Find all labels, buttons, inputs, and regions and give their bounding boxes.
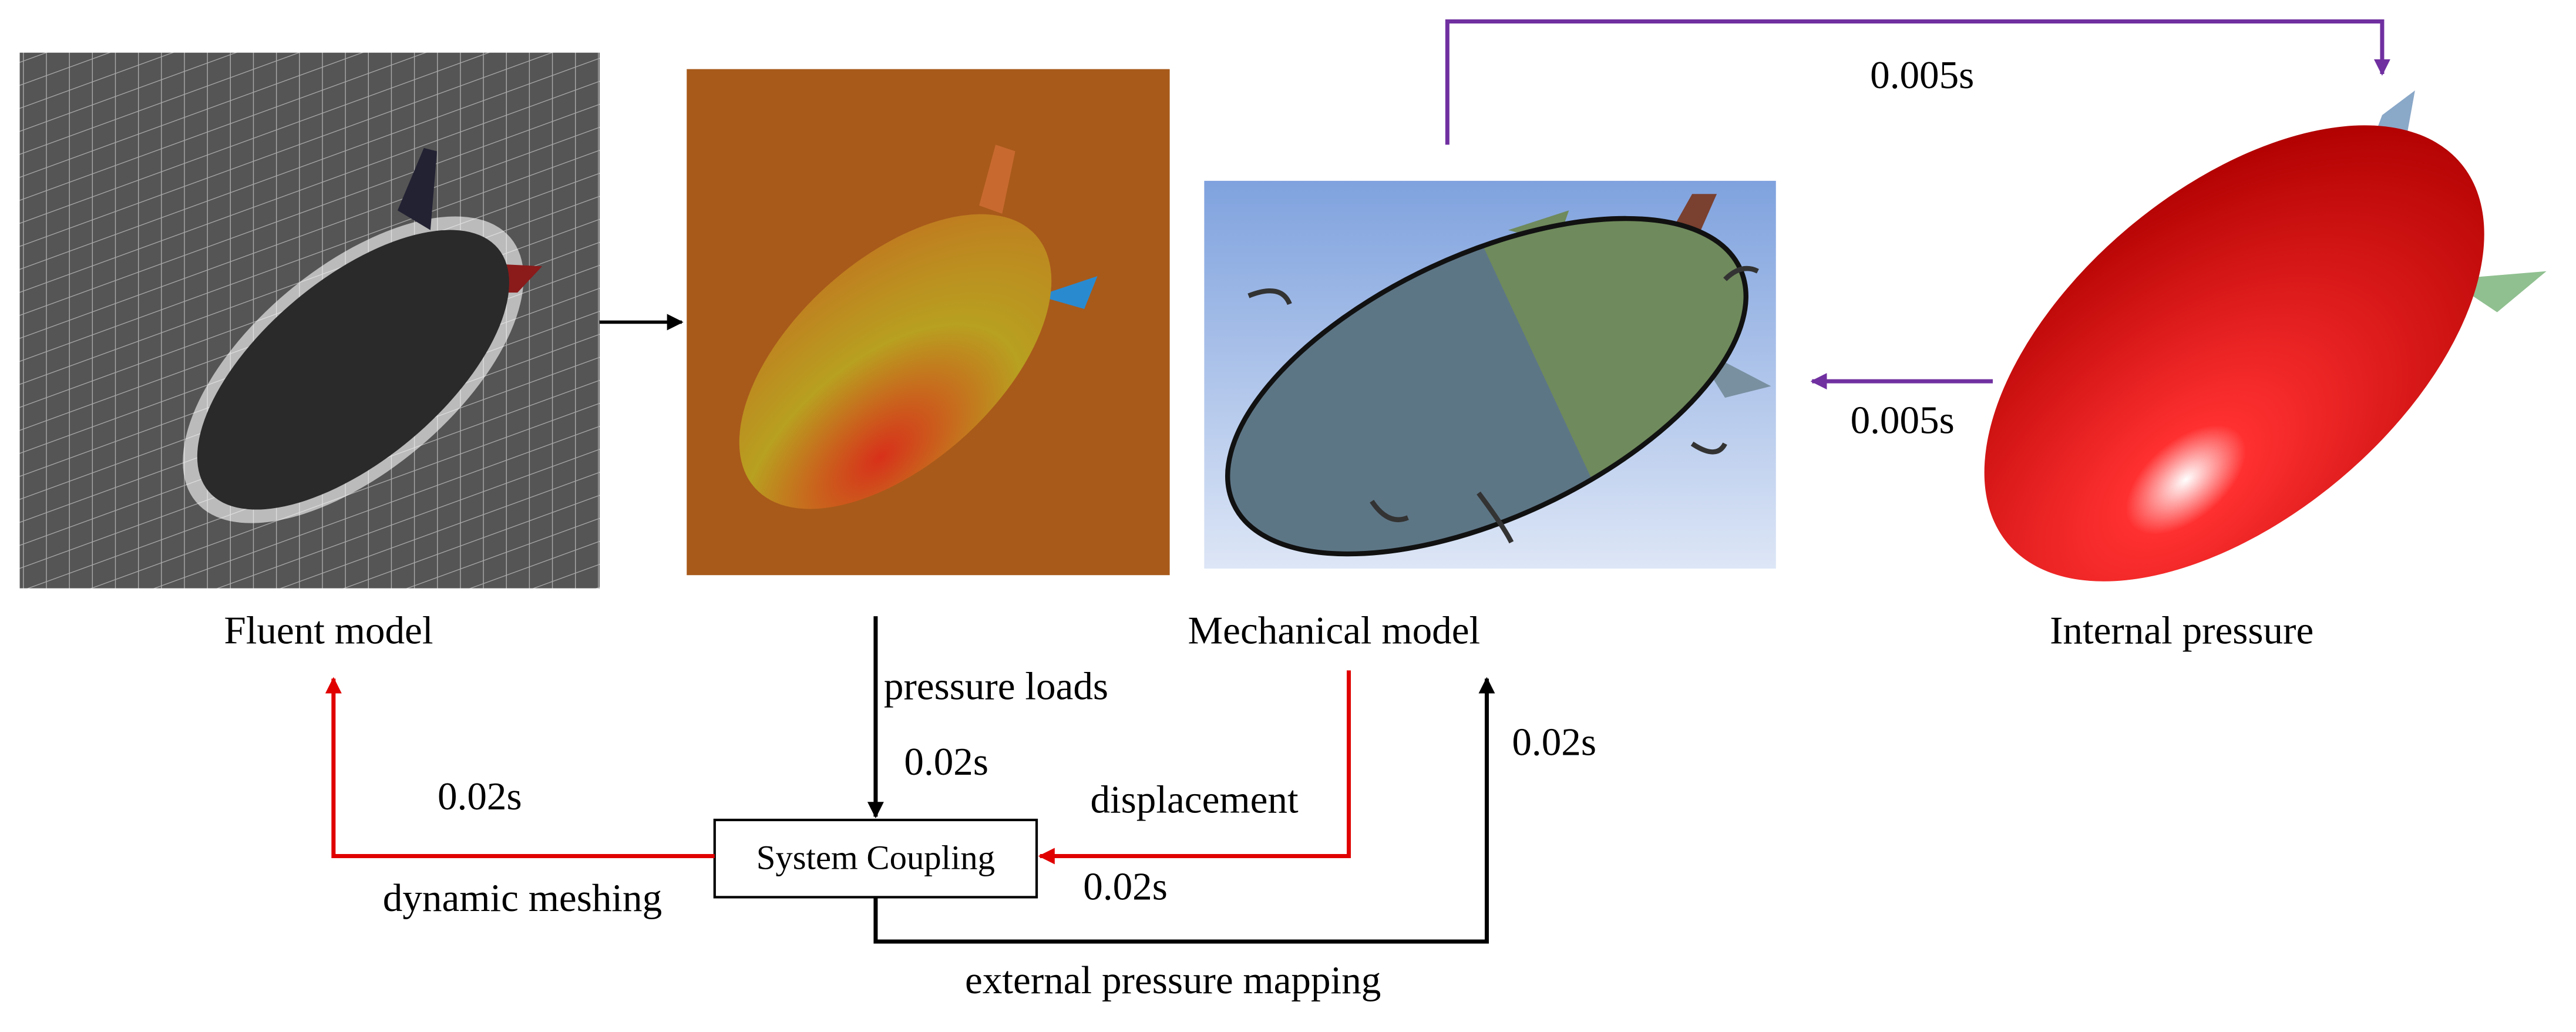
fluent-image (19, 52, 600, 589)
arrow (1038, 670, 1351, 865)
edge-time: 0.005s (1851, 398, 1955, 442)
mechanical-image (1204, 180, 1776, 569)
edge-time: 0.02s (438, 774, 522, 818)
arrow (1445, 19, 2390, 145)
edge-time: 0.02s (1512, 720, 1596, 764)
edge-label: external pressure mapping (965, 958, 1381, 1002)
arrow (873, 677, 1495, 944)
node-label: Fluent model (224, 608, 433, 652)
coupling-box (713, 818, 1038, 899)
edge-time: 0.005s (1870, 53, 1974, 97)
arrow (325, 677, 715, 859)
edge-label: dynamic meshing (383, 876, 662, 920)
edge-label: displacement (1090, 777, 1298, 821)
pressure-image (687, 69, 1170, 576)
internal-image (1984, 90, 2547, 581)
node-label: Internal pressure (2050, 608, 2313, 652)
edge-time: 0.02s (1083, 865, 1168, 909)
edge-time: 0.02s (904, 739, 988, 784)
node-label: Mechanical model (1188, 608, 1481, 652)
node-label: System Coupling (756, 838, 995, 876)
edge-label: pressure loads (884, 664, 1108, 708)
